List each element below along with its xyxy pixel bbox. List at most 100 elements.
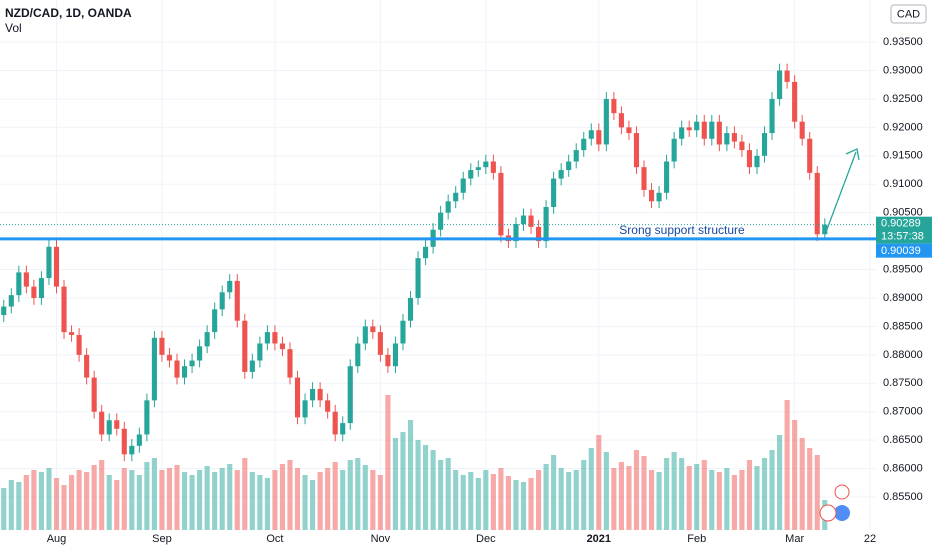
candle-body: [129, 445, 135, 455]
candle-body: [588, 130, 594, 139]
volume-bar: [664, 458, 670, 530]
volume-bar: [792, 420, 798, 530]
volume-bar: [347, 460, 353, 530]
volume-bar: [264, 478, 270, 530]
x-tick-label: Feb: [687, 533, 706, 545]
candle-body: [498, 172, 504, 236]
candle-body: [618, 113, 624, 128]
candle-body: [686, 127, 692, 131]
chart-title: NZD/CAD, 1D, OANDA: [5, 6, 132, 20]
y-tick-label: 0.92500: [883, 93, 923, 105]
volume-bar: [385, 395, 391, 530]
volume-bar: [784, 400, 790, 530]
volume-bar: [234, 470, 240, 530]
candle-body: [792, 81, 798, 122]
candle-body: [746, 150, 753, 168]
volume-bar: [166, 468, 173, 530]
candle-body: [332, 411, 338, 435]
candle-body: [159, 337, 165, 355]
candle-body: [754, 155, 760, 168]
event-icon[interactable]: [834, 484, 850, 500]
x-tick-label: Aug: [47, 533, 67, 545]
volume-bar: [520, 482, 527, 530]
volume-bar: [181, 472, 188, 530]
volume-bar: [573, 470, 579, 530]
volume-bar: [325, 468, 331, 530]
volume-bar: [8, 480, 14, 530]
volume-bar: [671, 452, 677, 530]
currency-box[interactable]: [890, 4, 927, 24]
volume-label: Vol: [5, 21, 22, 35]
volume-bar: [129, 470, 135, 530]
candle-body: [415, 258, 421, 298]
y-tick-label: 0.90500: [883, 207, 923, 219]
volume-bar: [746, 460, 753, 530]
volume-bar: [543, 464, 549, 530]
candle-body: [490, 161, 496, 173]
candle-body: [61, 286, 67, 333]
candle-body: [611, 98, 617, 114]
y-tick-label: 0.92000: [883, 121, 923, 133]
candle-body: [385, 354, 391, 367]
candle-body: [53, 246, 60, 287]
volume-bar: [242, 458, 248, 530]
volume-bar: [716, 472, 722, 530]
volume-bar: [249, 472, 255, 530]
countdown-label: 13:57:38: [881, 231, 924, 243]
candle-body: [573, 150, 579, 162]
candle-body: [641, 167, 647, 190]
candle-body: [317, 388, 323, 401]
volume-bar: [136, 475, 142, 530]
volume-bar: [724, 468, 730, 530]
volume-bar: [46, 468, 52, 530]
volume-bar: [513, 480, 519, 530]
candle-body: [535, 226, 542, 242]
candle-body: [136, 434, 142, 446]
volume-bar: [189, 475, 195, 530]
volume-bar: [23, 475, 29, 530]
volume-bar: [84, 472, 90, 530]
candle-body: [664, 161, 670, 193]
candle-body: [99, 411, 105, 435]
candle-body: [423, 246, 429, 259]
candle-body: [671, 138, 677, 162]
candle-body: [520, 215, 527, 225]
y-tick-label: 0.88000: [883, 349, 923, 361]
volume-bar: [438, 460, 444, 530]
candle-body: [294, 377, 301, 418]
volume-bar: [445, 458, 451, 530]
volume-bar: [423, 445, 429, 530]
volume-bar: [581, 460, 587, 530]
candle-body: [287, 349, 293, 378]
candle-body: [777, 70, 783, 99]
arrow-head: [845, 148, 860, 161]
candle-body: [68, 332, 75, 335]
candle-body: [701, 121, 707, 139]
event-icon[interactable]: [819, 504, 837, 522]
support-price-box: [876, 243, 932, 258]
y-tick-label: 0.85500: [883, 491, 923, 503]
currency[interactable]: CAD: [897, 8, 920, 20]
event-icon[interactable]: [834, 505, 850, 521]
volume-bar: [76, 470, 82, 530]
volume-bar: [769, 450, 775, 530]
volume-bar: [490, 474, 496, 530]
candle-body: [761, 133, 768, 156]
candle-body: [204, 332, 210, 347]
volume-bar: [626, 466, 632, 530]
y-tick-label: 0.91500: [883, 150, 923, 162]
candle-body: [302, 400, 308, 418]
candle-body: [603, 98, 609, 145]
candle-body: [197, 346, 203, 361]
volume-bar: [633, 450, 640, 530]
candle-body: [648, 189, 655, 202]
candle-body: [807, 138, 813, 173]
candle-body: [784, 70, 790, 82]
volume-bar: [558, 468, 564, 530]
volume-bar: [656, 472, 662, 530]
candle-body: [114, 420, 120, 429]
candle-body: [340, 423, 346, 435]
volume-bar: [739, 470, 745, 530]
volume-bar: [332, 462, 338, 530]
volume-bar: [400, 432, 406, 530]
